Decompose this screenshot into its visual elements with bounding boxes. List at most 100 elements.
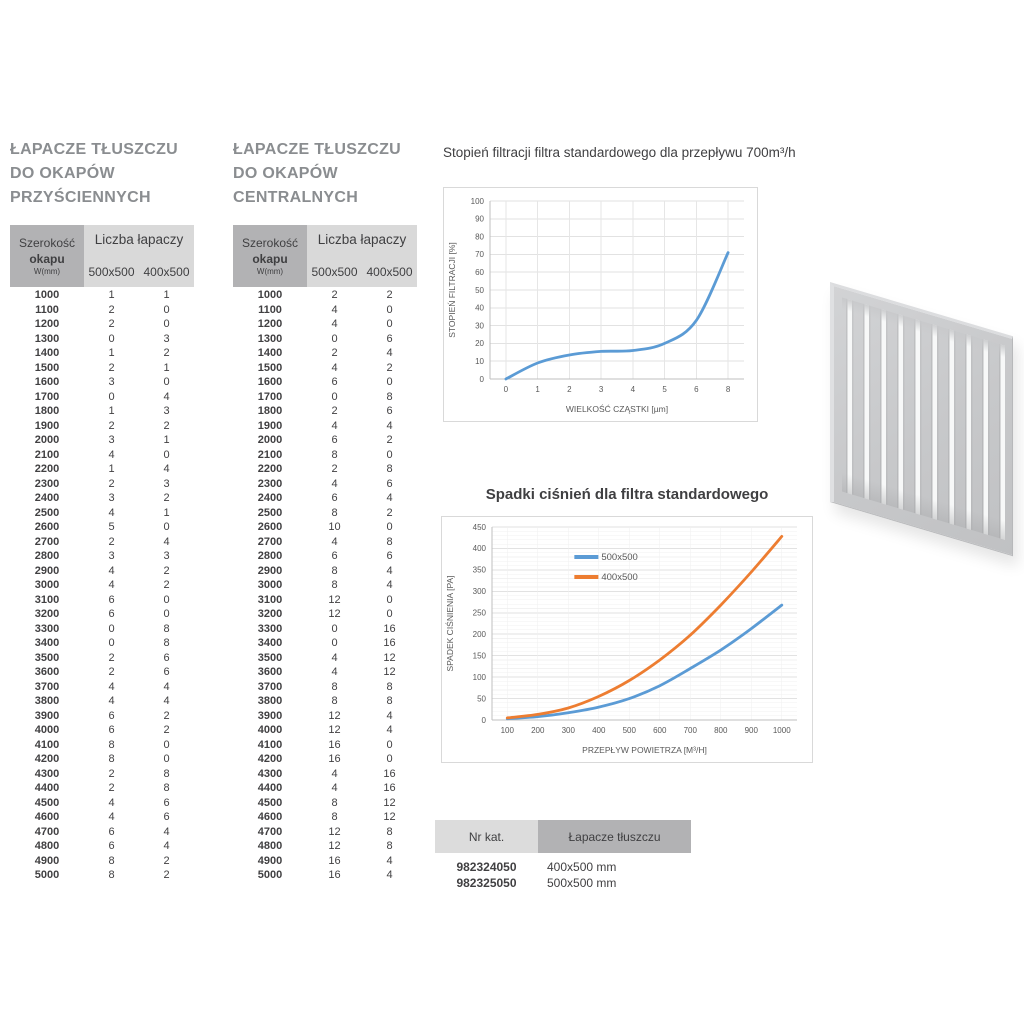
table-row: 4500 8 12 (257, 796, 396, 809)
subcol-500x500: 500x500 (88, 265, 135, 279)
table-header: Szerokość okapu W(mm) Liczba łapaczy 500… (233, 225, 417, 287)
svg-text:400: 400 (592, 726, 606, 735)
filtration-curve-svg: 0 10 20 30 40 50 60 70 80 90 100 0 1 2 3 4 5 6 8 WIELKOŚĆ C… (447, 197, 744, 414)
subcol-400x500: 400x500 (366, 265, 413, 279)
table-row: 2700 4 8 (257, 535, 393, 548)
svg-text:50: 50 (475, 286, 484, 295)
table-row: 1200 2 0 (34, 318, 170, 330)
hood-width-column-header: Szerokość okapu W(mm) (233, 225, 307, 287)
svg-text:70: 70 (475, 250, 484, 259)
svg-text:PRZEPŁYW POWIETRZA [M³/H]: PRZEPŁYW POWIETRZA [M³/H] (582, 745, 707, 755)
table-row: 3800 4 4 (34, 695, 170, 707)
svg-text:2: 2 (567, 385, 572, 394)
table-row: 4700 12 8 (257, 825, 393, 838)
svg-text:450: 450 (473, 523, 487, 532)
grease-catchers-wall-table: ŁAPACZE TŁUSZCZU DO OKAPÓW PRZYŚCIENNYCH… (10, 138, 194, 883)
svg-text:100: 100 (471, 197, 485, 206)
table-row: 4800 6 4 (34, 840, 170, 852)
table-row: 2800 6 6 (257, 550, 393, 562)
table-row: 3100 6 0 (34, 593, 170, 606)
grease-catchers-central-table: ŁAPACZE TŁUSZCZU DO OKAPÓW CENTRALNYCH S… (233, 138, 417, 883)
table-row: 3300 0 8 (34, 622, 170, 635)
table-row: 4300 4 16 (257, 767, 396, 780)
svg-text:200: 200 (531, 726, 545, 735)
svg-text:600: 600 (653, 726, 667, 735)
table-row: 2600 5 0 (34, 521, 170, 533)
table-title-central: ŁAPACZE TŁUSZCZU DO OKAPÓW CENTRALNYCH (233, 141, 402, 206)
table-row: 3000 4 2 (34, 579, 170, 591)
table-row: 1800 2 6 (257, 405, 393, 417)
table-body: 1000 2 2 1100 4 0 1200 4 0 1300 0 6 1400 2 4 1500 4 2 1600… (233, 288, 417, 883)
table-row: 1700 0 8 (257, 390, 393, 403)
table-row: 4900 8 2 (34, 854, 170, 867)
table-row: 3500 2 6 (34, 651, 170, 664)
table-row: 3400 0 8 (34, 637, 170, 649)
table-row: 3700 4 4 (34, 680, 170, 693)
subcol-500x500: 500x500 (311, 265, 358, 279)
svg-text:30: 30 (475, 321, 484, 330)
table-row: 4000 12 4 (257, 724, 393, 736)
baffle-filter-image (830, 282, 1013, 557)
filtration-efficiency-chart: Stopień filtracji filtra standardowego d… (443, 145, 796, 422)
table-row: 4600 4 6 (34, 811, 170, 823)
table-row: 1700 0 4 (34, 390, 170, 403)
svg-text:20: 20 (475, 339, 484, 348)
svg-text:400: 400 (473, 544, 487, 553)
catalog-number-header: Nr kat. (435, 820, 538, 853)
svg-text:WIELKOŚĆ CZĄSTKI [µm]: WIELKOŚĆ CZĄSTKI [µm] (566, 403, 668, 414)
table-row: 5000 16 4 (257, 869, 393, 881)
table-row: 2600 10 0 (257, 521, 393, 533)
chart-title: Spadki ciśnień dla filtra standardowego (485, 486, 769, 503)
catalog-body: 982324050 400x500 mm 982325050 500x500 mm (435, 859, 691, 891)
table-row: 1900 2 2 (34, 419, 170, 432)
table-row: 1200 4 0 (257, 318, 393, 330)
table-row: 4400 2 8 (34, 782, 170, 794)
hood-width-column-header: Szerokość okapu W(mm) (10, 225, 84, 287)
svg-text:0: 0 (480, 375, 485, 384)
svg-text:5: 5 (662, 385, 667, 394)
table-row: 3300 0 16 (257, 622, 396, 635)
table-row: 3500 4 12 (257, 651, 396, 664)
svg-text:50: 50 (477, 694, 486, 703)
table-row: 4100 16 0 (257, 738, 393, 751)
table-row: 1100 2 0 (35, 303, 170, 316)
svg-text:1000: 1000 (773, 726, 791, 735)
svg-text:10: 10 (475, 357, 484, 366)
table-row: 3900 6 2 (34, 709, 170, 722)
table-row: 3000 8 4 (257, 579, 393, 591)
table-row: 4600 8 12 (257, 811, 396, 823)
table-row: 1500 4 2 (257, 361, 393, 374)
subcol-400x500: 400x500 (143, 265, 190, 279)
table-body: 1000 1 1 1100 2 0 1200 2 0 1300 0 3 1400 1 2 1500 2 1 1600… (10, 288, 194, 883)
table-row: 2200 1 4 (34, 463, 170, 475)
table-row: 2500 4 1 (34, 506, 170, 519)
table-row: 1500 2 1 (34, 361, 170, 374)
chart-plot-area: 0 50 100 150 200 250 300 350 400 450 100 200 300 400 5… (441, 516, 813, 763)
svg-text:300: 300 (562, 726, 576, 735)
chart-plot-area: 0 10 20 30 40 50 60 70 80 90 100 0 1 2 3 4 5 6 8 WIELKOŚĆ C… (443, 187, 758, 422)
svg-text:100: 100 (473, 673, 487, 682)
table-row: 4500 4 6 (34, 796, 170, 809)
table-title-wall: ŁAPACZE TŁUSZCZU DO OKAPÓW PRZYŚCIENNYCH (10, 141, 179, 206)
table-row: 2000 3 1 (34, 434, 170, 446)
svg-text:300: 300 (473, 587, 487, 596)
catcher-count-column-header: Liczba łapaczy 500x500 400x500 (307, 225, 417, 287)
table-row: 1600 3 0 (34, 376, 170, 388)
table-row: 5000 8 2 (34, 869, 170, 881)
table-row: 1300 0 3 (34, 332, 170, 345)
table-row: 3200 12 0 (257, 608, 393, 620)
table-row: 2400 6 4 (257, 492, 393, 504)
svg-text:60: 60 (475, 268, 484, 277)
pressure-curves-svg: 0 50 100 150 200 250 300 350 400 450 100 200 300 400 5… (444, 523, 797, 755)
table-row: 2300 4 6 (257, 477, 393, 490)
table-row: 2800 3 3 (34, 550, 170, 562)
table-row: 3700 8 8 (257, 680, 393, 693)
catcher-count-column-header: Liczba łapaczy 500x500 400x500 (84, 225, 194, 287)
table-row: 2900 8 4 (257, 564, 393, 577)
catalog-numbers-table: Nr kat. Łapacze tłuszczu 982324050 400x50… (435, 820, 691, 891)
table-row: 3200 6 0 (34, 608, 170, 620)
table-row: 4000 6 2 (34, 724, 170, 736)
table-row: 1600 6 0 (257, 376, 393, 388)
svg-text:3: 3 (599, 385, 604, 394)
table-row: 1000 2 2 (257, 289, 393, 301)
